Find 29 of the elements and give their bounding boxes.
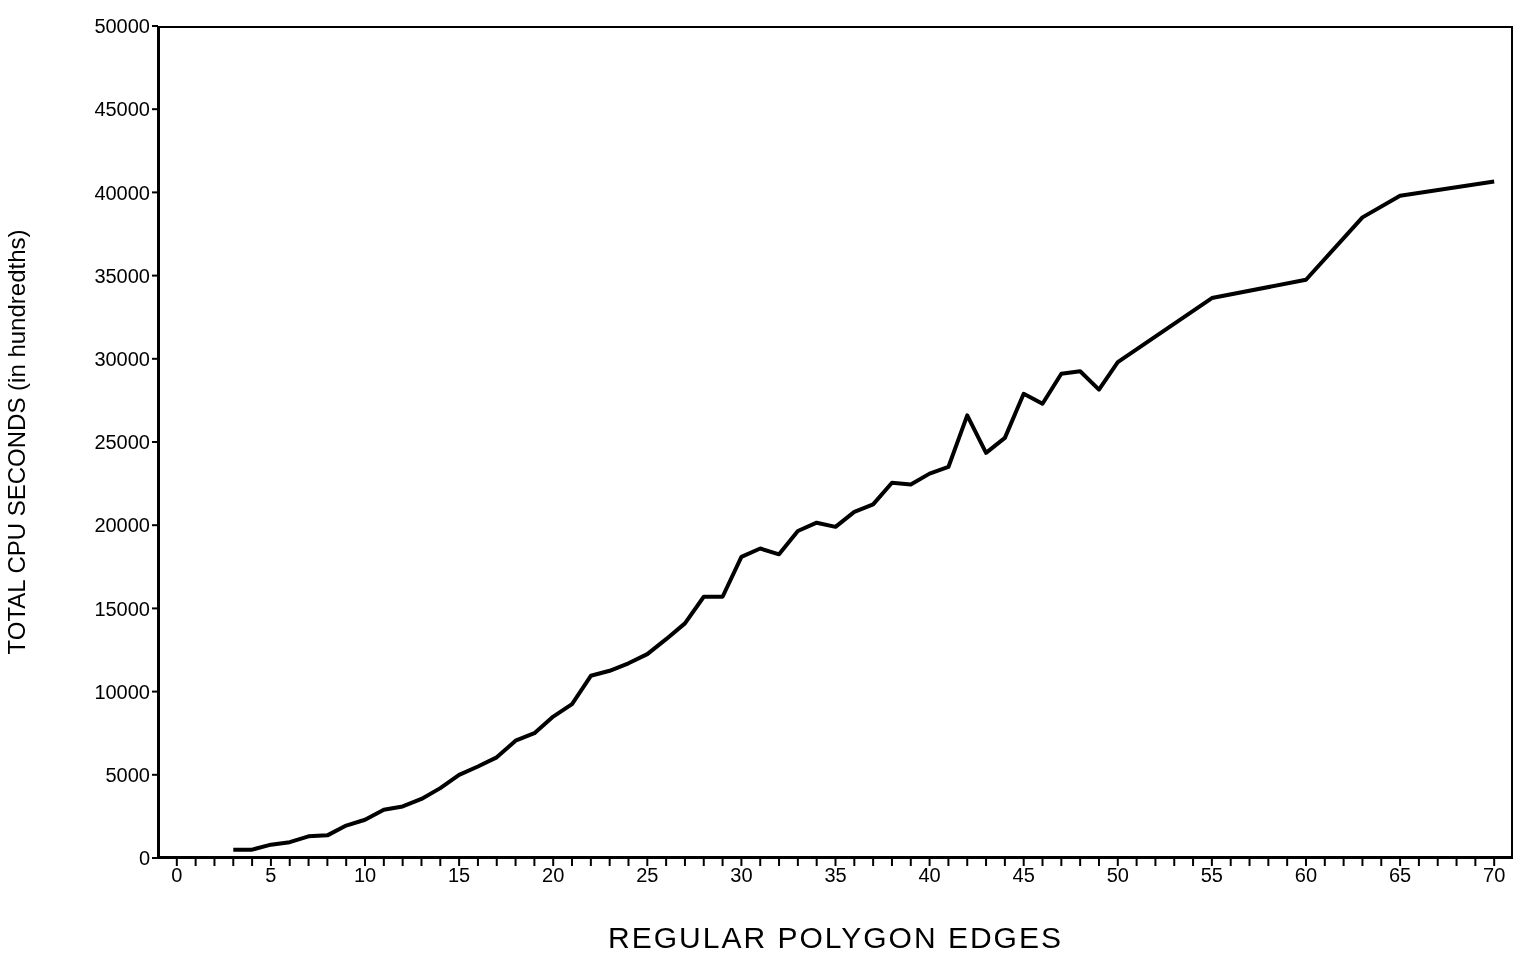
x-tick-label: 60 [1294,864,1318,887]
x-tick-label: 5 [265,864,277,887]
y-axis-title: TOTAL CPU SECONDS (in hundredths) [2,229,30,655]
x-tick-label: 70 [1483,864,1506,887]
y-tick-label: 15000 [94,597,150,620]
y-tick-label: 0 [138,847,150,870]
y-tick-label: 30000 [94,347,150,370]
x-axis-title: REGULAR POLYGON EDGES [608,921,1063,954]
y-tick-label: 45000 [94,98,150,121]
y-tick-label: 35000 [94,264,150,287]
y-tick-label: 20000 [94,514,150,537]
x-tick-label: 20 [542,864,565,887]
x-tick-label: 25 [636,864,659,887]
line-series [231,179,1497,852]
y-tick-label: 50000 [94,15,150,38]
x-tick-label: 0 [171,864,183,887]
x-tick-label: 10 [353,864,377,887]
x-tick-label: 15 [447,864,471,887]
y-tick-label: 40000 [94,181,150,204]
x-tick-label: 65 [1388,864,1412,887]
y-tick-label: 5000 [105,763,150,786]
x-tick-label: 55 [1200,864,1224,887]
x-tick-label: 35 [824,864,847,887]
y-tick-label: 10000 [94,680,150,703]
x-tick-label: 30 [730,864,753,887]
x-tick-label: 50 [1106,864,1129,887]
x-tick-label: 40 [918,864,941,887]
y-tick-label: 25000 [94,431,150,454]
x-tick-label: 45 [1012,864,1035,887]
